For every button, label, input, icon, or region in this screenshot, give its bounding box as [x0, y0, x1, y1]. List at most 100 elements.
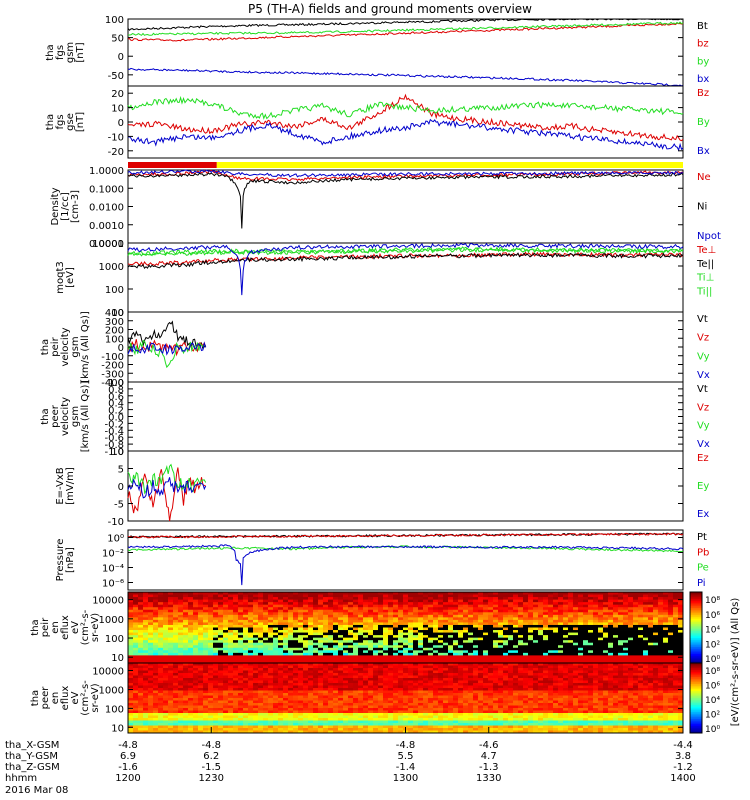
spectro-cell [403, 630, 409, 633]
spectro-cell [413, 680, 419, 684]
spectro-cell [413, 685, 419, 689]
spectro-cell [398, 700, 404, 704]
spectro-cell [498, 630, 504, 633]
spectro-cell [268, 715, 274, 719]
spectro-cell [328, 607, 334, 611]
spectro-cell [263, 710, 269, 714]
spectro-cell [578, 619, 584, 623]
spectro-cell [513, 617, 519, 621]
spectro-cell [583, 637, 589, 641]
spectro-cell [183, 645, 189, 649]
spectro-cell [618, 602, 624, 606]
spectro-cell [338, 637, 344, 641]
spectro-cell [348, 652, 354, 656]
spectro-cell [328, 657, 334, 661]
spectro-cell [493, 622, 499, 626]
spectro-cell [648, 599, 654, 603]
spectro-cell [323, 715, 329, 719]
spectro-cell [243, 693, 249, 696]
spectro-cell [318, 640, 324, 644]
spectro-cell [368, 594, 374, 598]
spectro-cell [308, 690, 314, 694]
spectro-cell [228, 705, 234, 709]
spectro-cell [348, 690, 354, 694]
spectro-cell [168, 655, 174, 659]
spectro-cell [353, 652, 359, 656]
spectro-cell [663, 630, 669, 633]
spectro-cell [388, 713, 394, 716]
spectro-cell [303, 675, 309, 679]
spectro-cell [588, 645, 594, 649]
spectro-cell [538, 622, 544, 626]
spectro-cell [143, 627, 149, 631]
spectro-cell [403, 683, 409, 686]
spectro-cell [463, 660, 469, 664]
spectro-cell [613, 614, 619, 618]
spectro-cell [128, 650, 134, 654]
spectro-cell [253, 665, 259, 669]
spectro-cell [213, 730, 219, 734]
spectro-cell [428, 592, 434, 595]
spectro-cell [518, 647, 524, 651]
spectro-cell [148, 723, 154, 726]
spectro-cell [278, 673, 284, 676]
spectro-cell [458, 594, 464, 598]
spectro-cell [243, 622, 249, 626]
spectro-cell [273, 635, 279, 639]
spectro-cell [233, 690, 239, 694]
spectro-cell [213, 622, 219, 626]
spectro-cell [443, 617, 449, 621]
spectro-cell [383, 665, 389, 669]
spectro-cell [318, 668, 324, 671]
spectro-cell [528, 635, 534, 639]
spectro-cell [568, 624, 574, 628]
spectro-cell [513, 652, 519, 656]
spectro-cell [258, 597, 264, 601]
spectro-cell [573, 612, 579, 616]
spectro-cell [673, 630, 679, 633]
y-axis-label: velocity [60, 327, 71, 366]
spectro-cell [598, 604, 604, 608]
spectro-cell [438, 647, 444, 651]
spectro-cell [403, 635, 409, 639]
spectro-cell [168, 698, 174, 701]
spectro-cell [143, 718, 149, 721]
spectro-cell [183, 635, 189, 639]
spectro-cell [643, 655, 649, 659]
spectro-cell [308, 604, 314, 608]
spectro-cell [468, 630, 474, 633]
spectro-cell [128, 715, 134, 719]
spectro-cell [323, 632, 329, 636]
spectro-cell [248, 720, 254, 724]
spectro-cell [498, 635, 504, 639]
spectro-cell [408, 604, 414, 608]
spectro-cell [253, 657, 259, 661]
spectro-cell [403, 665, 409, 669]
spectro-cell [423, 592, 429, 595]
spectro-cell [673, 632, 679, 636]
spectro-cell [593, 609, 599, 613]
spectro-cell [388, 705, 394, 709]
spectro-cell [448, 624, 454, 628]
spectro-cell [273, 705, 279, 709]
spectro-cell [308, 725, 314, 729]
spectro-cell [288, 663, 294, 666]
spectro-cell [303, 604, 309, 608]
spectro-cell [338, 690, 344, 694]
spectro-cell [323, 647, 329, 651]
spectro-cell [413, 609, 419, 613]
spectro-cell [248, 665, 254, 669]
spectro-cell [383, 630, 389, 633]
spectro-cell [238, 622, 244, 626]
spectro-cell [458, 652, 464, 656]
spectro-cell [193, 718, 199, 721]
spectro-cell [143, 645, 149, 649]
spectro-cell [423, 614, 429, 618]
spectro-cell [383, 592, 389, 595]
spectro-cell [263, 612, 269, 616]
spectro-cell [618, 637, 624, 641]
spectro-cell [328, 594, 334, 598]
spectro-cell [453, 632, 459, 636]
spectro-cell [143, 660, 149, 664]
spectro-cell [268, 652, 274, 656]
